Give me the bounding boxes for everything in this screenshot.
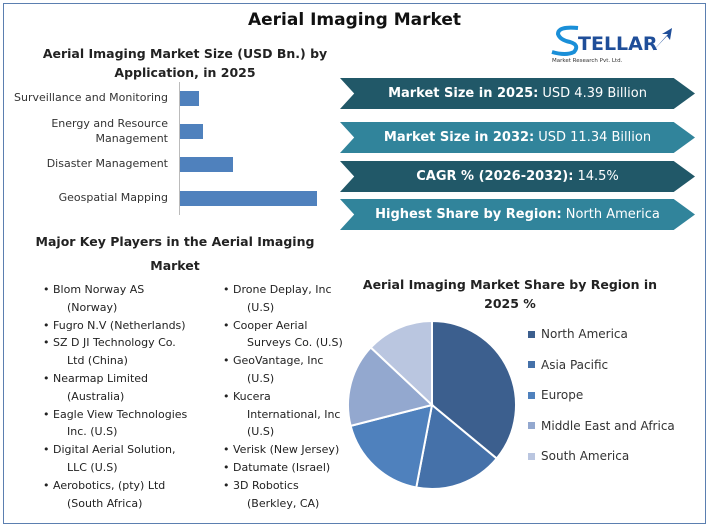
player-item: Verisk (New Jersey): [223, 441, 343, 459]
player-item: SZ D JI Technology Co.Ltd (China): [43, 334, 187, 370]
stat-label: CAGR % (2026-2032):: [416, 169, 574, 184]
pie-chart: [347, 319, 517, 490]
stat-value: 14.5%: [577, 169, 619, 184]
legend-item: Asia Pacific: [528, 358, 608, 372]
player-item: Nearmap Limited(Australia): [43, 370, 187, 406]
legend-label: South America: [541, 449, 630, 463]
bar-chart-title: Aerial Imaging Market Size (USD Bn.) by …: [42, 46, 328, 80]
pie-slice: [369, 319, 433, 408]
stat-value: USD 4.39 Billion: [542, 86, 647, 101]
player-item: Digital Aerial Solution,LLC (U.S): [43, 441, 187, 477]
legend-swatch: [528, 391, 535, 399]
bar: [180, 91, 200, 106]
pie-slice: [415, 403, 499, 490]
pie-slice: [347, 346, 435, 428]
bar-label: Energy and Resource Management: [51, 117, 168, 145]
stellar-logo: TELLAR Market Research Pvt. Ltd.: [548, 20, 678, 64]
bar-label: Disaster Management: [46, 157, 168, 170]
legend-swatch: [528, 422, 535, 429]
stat-value: USD 11.34 Billion: [538, 130, 652, 145]
legend-swatch: [528, 361, 535, 368]
stat-banner: CAGR % (2026-2032): 14.5%: [340, 161, 695, 192]
stat-banner: Market Size in 2025: USD 4.39 Billion: [340, 78, 695, 109]
logo-subtext: Market Research Pvt. Ltd.: [552, 58, 623, 64]
stat-label: Market Size in 2025:: [388, 86, 539, 101]
bar-axis: [179, 82, 180, 215]
legend-item: North America: [528, 327, 628, 341]
legend-label: Asia Pacific: [541, 357, 609, 372]
player-item: 3D Robotics(Berkley, CA): [223, 477, 343, 513]
bar: [180, 191, 317, 206]
legend-item: Europe: [528, 388, 583, 402]
players-column-2: Drone Deplay, Inc(U.S)Cooper AerialSurve…: [223, 281, 343, 512]
bar: [180, 157, 233, 172]
player-item: GeoVantage, Inc(U.S): [223, 352, 343, 388]
legend-label: Middle East and Africa: [541, 418, 675, 433]
player-item: Datumate (Israel): [223, 459, 343, 477]
svg-text:TELLAR: TELLAR: [578, 33, 658, 55]
stat-banner: Market Size in 2032: USD 11.34 Billion: [340, 122, 695, 153]
legend-label: North America: [541, 327, 628, 341]
legend-label: Europe: [541, 388, 584, 402]
player-item: Aerobotics, (pty) Ltd(South Africa): [43, 477, 187, 513]
players-column-1: Blom Norway AS(Norway)Fugro N.V (Netherl…: [43, 281, 187, 512]
player-item: Drone Deplay, Inc(U.S): [223, 281, 343, 317]
pie-slice: [349, 403, 434, 489]
legend-swatch: [528, 452, 535, 460]
page-title: Aerial Imaging Market: [247, 10, 462, 30]
pie-chart-title: Aerial Imaging Market Share by Region in…: [362, 277, 658, 311]
stat-label: Market Size in 2032:: [383, 130, 535, 145]
legend-swatch: [528, 330, 535, 338]
player-item: Fugro N.V (Netherlands): [43, 317, 187, 335]
stat-banner: Highest Share by Region: North America: [340, 199, 695, 230]
stat-value: North America: [565, 207, 660, 222]
stat-label: Highest Share by Region:: [375, 207, 562, 222]
bar-label: Geospatial Mapping: [58, 191, 168, 204]
infographic-frame: [3, 3, 706, 524]
legend-item: South America: [528, 449, 629, 463]
pie-slice: [431, 319, 517, 460]
key-players-title: Major Key Players in the Aerial Imaging …: [35, 234, 315, 273]
bar: [180, 124, 204, 139]
legend-item: Middle East and Africa: [528, 419, 675, 433]
player-item: Blom Norway AS(Norway): [43, 281, 187, 317]
bar-label: Surveillance and Monitoring: [14, 91, 168, 104]
